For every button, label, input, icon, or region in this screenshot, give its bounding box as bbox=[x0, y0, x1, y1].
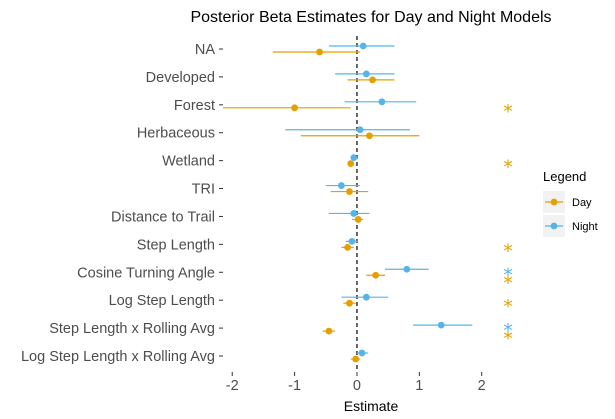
day-point bbox=[291, 104, 299, 112]
x-tick-label: 2 bbox=[478, 378, 486, 394]
night-point bbox=[362, 70, 370, 78]
night-point bbox=[350, 154, 358, 162]
day-point bbox=[344, 243, 352, 251]
night-point bbox=[359, 42, 367, 50]
legend-title: Legend bbox=[543, 169, 586, 184]
night-point bbox=[437, 321, 445, 329]
y-tick-label: Forest bbox=[174, 98, 215, 114]
y-tick-label: TRI bbox=[192, 182, 215, 198]
night-point bbox=[358, 349, 366, 357]
y-tick-label: NA bbox=[195, 42, 215, 58]
legend-key-point bbox=[550, 222, 558, 230]
y-tick-label: Log Step Length bbox=[109, 293, 215, 309]
x-tick-label: -1 bbox=[288, 378, 301, 394]
day-point bbox=[316, 48, 323, 56]
plot-area: NA Developed Forest Herbaceous Wetland TRI Dis… bbox=[21, 36, 513, 394]
night-significance-star: * bbox=[503, 264, 513, 286]
day-point bbox=[346, 299, 353, 307]
day-point bbox=[325, 327, 333, 335]
night-significance-star: * bbox=[503, 320, 513, 342]
y-tick-label: Herbaceous bbox=[137, 126, 215, 142]
day-point bbox=[347, 160, 355, 168]
day-point bbox=[354, 216, 362, 223]
x-tick-label: 0 bbox=[353, 378, 361, 394]
y-tick-label: Cosine Turning Angle bbox=[77, 265, 215, 281]
x-tick-label: 1 bbox=[415, 378, 423, 394]
x-tick-label: -2 bbox=[226, 378, 239, 394]
day-significance-star: * bbox=[503, 272, 513, 294]
y-tick-label: Distance to Trail bbox=[111, 209, 215, 225]
night-point bbox=[337, 182, 345, 189]
day-point bbox=[352, 355, 360, 363]
chart-title: Posterior Beta Estimates for Day and Nig… bbox=[190, 9, 551, 26]
y-tick-label: Wetland bbox=[162, 154, 215, 170]
y-tick-label: Step Length x Rolling Avg bbox=[49, 321, 215, 337]
legend-label: Night bbox=[572, 221, 598, 233]
night-point bbox=[403, 265, 411, 273]
day-significance-star: * bbox=[503, 328, 513, 350]
legend-key-point bbox=[550, 198, 558, 206]
legend: Legend Day Night bbox=[543, 169, 598, 237]
day-significance-star: * bbox=[503, 101, 513, 123]
day-point bbox=[346, 188, 353, 195]
y-tick-label: Developed bbox=[146, 70, 215, 86]
day-point bbox=[372, 271, 380, 279]
y-tick-label: Log Step Length x Rolling Avg bbox=[21, 349, 215, 365]
y-tick-label: Step Length bbox=[137, 237, 215, 253]
x-axis-title: Estimate bbox=[344, 398, 399, 414]
day-significance-star: * bbox=[503, 296, 513, 318]
night-point bbox=[356, 126, 364, 134]
night-point bbox=[362, 293, 370, 301]
night-point bbox=[350, 210, 358, 217]
day-point bbox=[369, 76, 376, 84]
legend-label: Day bbox=[572, 197, 592, 209]
night-point bbox=[348, 237, 356, 245]
day-significance-star: * bbox=[503, 157, 513, 179]
night-point bbox=[378, 98, 386, 106]
day-point bbox=[366, 132, 373, 140]
day-significance-star: * bbox=[503, 240, 513, 262]
